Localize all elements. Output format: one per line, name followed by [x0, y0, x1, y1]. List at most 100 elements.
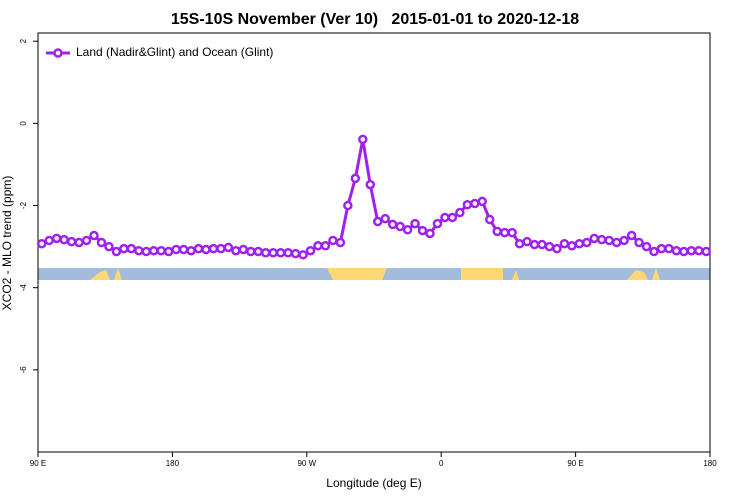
- y-tick-label: -6: [19, 366, 28, 374]
- data-point: [440, 212, 450, 223]
- data-point: [492, 226, 502, 237]
- data-point: [253, 246, 264, 257]
- data-point: [126, 243, 137, 254]
- data-point: [59, 234, 69, 245]
- data-point: [335, 237, 346, 248]
- x-tick-label: 90 E: [567, 459, 583, 468]
- data-point: [626, 230, 637, 241]
- x-tick-label: 0: [439, 459, 444, 468]
- data-point: [275, 248, 286, 258]
- data-point: [358, 134, 368, 145]
- data-point: [141, 246, 152, 257]
- data-point: [417, 225, 428, 236]
- data-point: [119, 243, 129, 254]
- data-point: [223, 242, 234, 253]
- data-point: [104, 241, 114, 252]
- y-axis-label: XCO2 - MLO trend (ppm): [0, 176, 14, 311]
- data-point: [89, 230, 99, 241]
- x-tick-label: 180: [166, 459, 180, 468]
- legend-label: Land (Nadir&Glint) and Ocean (Glint): [76, 45, 273, 59]
- data-point: [544, 241, 555, 252]
- data-point: [96, 237, 107, 248]
- data-point: [193, 243, 204, 254]
- data-point: [260, 248, 271, 258]
- data-point: [432, 218, 443, 229]
- data-point: [350, 173, 361, 184]
- data-point: [514, 238, 525, 249]
- data-point: [529, 239, 540, 250]
- data-point: [694, 245, 704, 256]
- data-point: [163, 246, 174, 257]
- data-point: [649, 246, 659, 257]
- x-axis-label: Longitude (deg E): [326, 476, 421, 490]
- data-point: [66, 236, 77, 247]
- land-area: [512, 270, 519, 280]
- data-point: [470, 198, 480, 209]
- data-point: [604, 235, 614, 246]
- data-point: [238, 244, 249, 255]
- data-point: [395, 221, 405, 232]
- data-point: [380, 213, 390, 224]
- data-point: [313, 241, 323, 251]
- data-point: [328, 235, 338, 246]
- data-point: [201, 244, 211, 255]
- legend-marker: [53, 48, 63, 58]
- data-point: [664, 243, 674, 254]
- data-point: [462, 199, 473, 210]
- data-point: [320, 241, 331, 251]
- data-point: [589, 233, 600, 244]
- data-point: [582, 237, 592, 248]
- x-tick-label: 180: [703, 459, 717, 468]
- x-tick-label: 90 W: [297, 459, 316, 468]
- data-point: [559, 238, 570, 249]
- data-point: [51, 233, 62, 244]
- data-point: [231, 245, 241, 256]
- data-point: [455, 207, 465, 218]
- data-point: [641, 241, 652, 252]
- data-point: [537, 239, 547, 250]
- data-point: [171, 244, 181, 255]
- data-point: [410, 218, 420, 229]
- data-point: [156, 245, 166, 256]
- data-point: [246, 246, 256, 257]
- data-point: [656, 243, 667, 254]
- data-point: [148, 245, 159, 256]
- data-point: [387, 219, 398, 230]
- land-area: [114, 268, 122, 280]
- data-point: [343, 200, 353, 211]
- data-point: [283, 248, 293, 258]
- y-tick-label: -4: [19, 284, 28, 292]
- land-area: [327, 268, 387, 280]
- data-point: [477, 196, 488, 207]
- data-point: [567, 241, 577, 251]
- data-point: [611, 237, 622, 248]
- data-point: [425, 228, 435, 239]
- y-tick-label: 2: [19, 38, 28, 43]
- data-point: [574, 238, 585, 249]
- data-point: [74, 237, 84, 248]
- data-point: [686, 245, 697, 256]
- data-point: [447, 212, 458, 223]
- data-point: [619, 235, 629, 246]
- land-area: [461, 268, 503, 280]
- data-point: [671, 245, 682, 256]
- y-tick-label: 0: [19, 121, 28, 126]
- data-point: [216, 243, 226, 254]
- data-point: [552, 243, 562, 254]
- land-area: [652, 268, 660, 280]
- data-point: [178, 244, 189, 255]
- data-point: [372, 216, 383, 227]
- data-point: [507, 227, 517, 238]
- data-point: [701, 246, 712, 257]
- data-point: [522, 236, 532, 247]
- land-area: [627, 270, 648, 280]
- x-tick-label: 90 E: [30, 459, 46, 468]
- data-point: [134, 245, 144, 256]
- data-point: [36, 238, 47, 249]
- data-point: [634, 237, 644, 248]
- chart-title: 15S-10S November (Ver 10) 2015-01-01 to …: [171, 11, 579, 28]
- land-ocean-band: [38, 268, 710, 280]
- data-point: [679, 246, 689, 257]
- data-point: [365, 179, 376, 190]
